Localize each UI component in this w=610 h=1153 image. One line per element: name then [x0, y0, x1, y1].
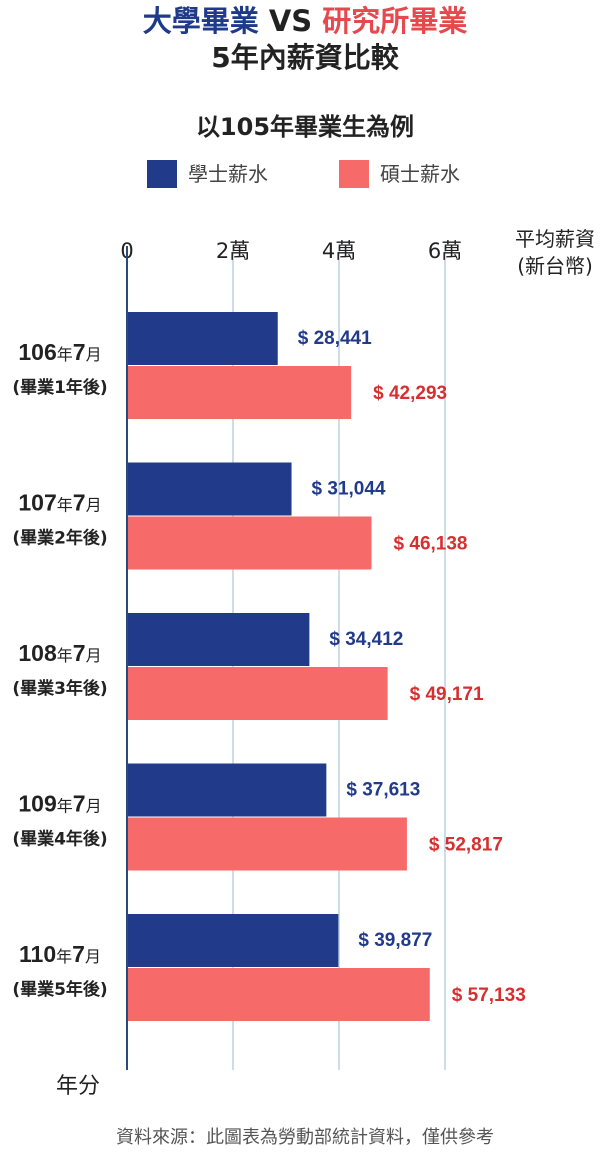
legend-swatch-bachelor: [147, 160, 177, 188]
category-label: 110年7月: [19, 941, 101, 967]
chart-title-line2: 5年內薪資比較: [211, 41, 399, 74]
unit-label: 平均薪資 (新台幣): [500, 226, 610, 280]
bar-master: [127, 817, 407, 871]
data-label-master: $ 46,138: [394, 534, 468, 555]
x-tick-label: 4萬: [322, 239, 356, 263]
bar-bachelor: [127, 914, 339, 967]
data-label-master: $ 49,171: [410, 684, 484, 705]
x-tick-label: 6萬: [428, 239, 462, 263]
title-bachelor: 大學畢業: [142, 4, 259, 38]
source-note: 資料來源：此圖表為勞動部統計資料，僅供參考: [116, 1127, 494, 1148]
data-label-master: $ 52,817: [429, 835, 503, 856]
data-label-bachelor: $ 37,613: [346, 780, 420, 801]
title-vs: VS: [268, 4, 313, 38]
data-label-bachelor: $ 31,044: [312, 479, 386, 500]
category-label: 108年7月: [18, 640, 101, 666]
title-master: 研究所畢業: [322, 4, 468, 38]
category-sublabel: (畢業3年後): [12, 678, 107, 699]
legend: 學士薪水 碩士薪水: [0, 160, 610, 192]
bar-master: [127, 968, 430, 1021]
category-label: 107年7月: [18, 490, 101, 516]
bar-bachelor: [127, 312, 278, 365]
bar-master: [127, 366, 352, 419]
bar-bachelor: [127, 763, 327, 817]
category-sublabel: (畢業2年後): [12, 528, 107, 549]
bar-master: [127, 516, 372, 570]
category-sublabel: (畢業5年後): [12, 979, 107, 1000]
x-tick-label: 2萬: [216, 239, 250, 263]
legend-swatch-master: [339, 160, 369, 188]
data-label-master: $ 57,133: [452, 985, 526, 1006]
legend-label-bachelor: 學士薪水: [188, 162, 268, 186]
data-label-bachelor: $ 39,877: [358, 930, 432, 951]
data-label-bachelor: $ 34,412: [329, 629, 403, 650]
unit-label-line2: (新台幣): [517, 254, 593, 278]
bar-bachelor: [127, 613, 310, 666]
unit-label-line1: 平均薪資: [515, 227, 595, 251]
data-label-master: $ 42,293: [373, 383, 447, 404]
category-label: 106年7月: [18, 339, 101, 365]
bar-bachelor: [127, 462, 292, 516]
data-label-bachelor: $ 28,441: [298, 328, 372, 349]
category-label: 109年7月: [18, 791, 101, 817]
bar-master: [127, 667, 388, 720]
chart-subtitle: 以105年畢業生為例: [195, 113, 415, 141]
legend-label-master: 碩士薪水: [380, 162, 460, 186]
chart-title: 大學畢業 VS 研究所畢業: [0, 2, 610, 40]
y-axis-title: 年分: [56, 1074, 100, 1099]
category-sublabel: (畢業1年後): [12, 377, 107, 398]
category-sublabel: (畢業4年後): [12, 829, 107, 850]
